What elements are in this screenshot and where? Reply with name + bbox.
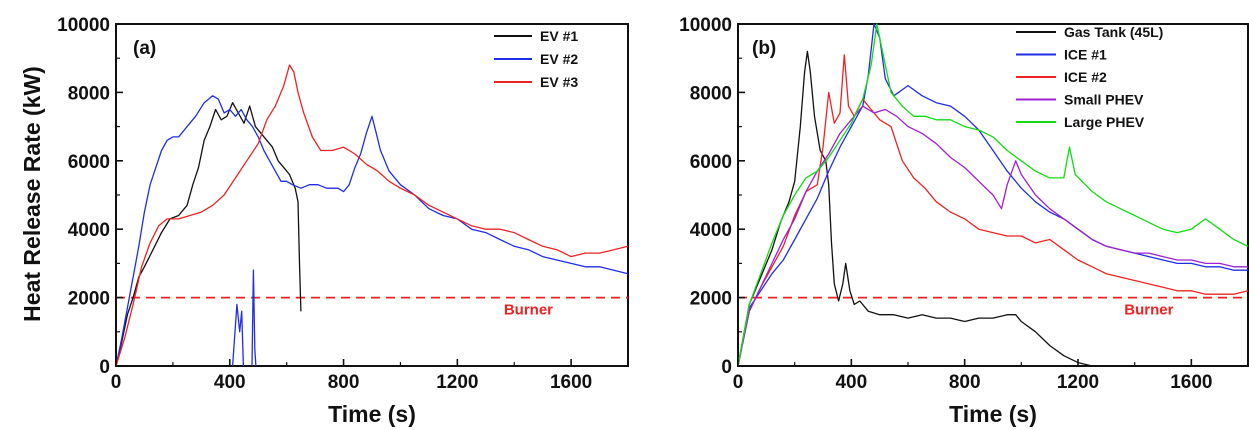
x-axis-title: Time (s) xyxy=(328,401,416,427)
y-tick-label: 10000 xyxy=(57,15,110,36)
x-tick-label: 1200 xyxy=(1057,372,1099,393)
y-tick-label: 4000 xyxy=(690,220,732,241)
legend-label: Gas Tank (45L) xyxy=(1064,24,1163,40)
y-tick-label: 6000 xyxy=(690,152,732,173)
legend-label: EV #3 xyxy=(540,74,578,90)
x-tick-label: 1200 xyxy=(436,372,478,393)
burner-annotation: Burner xyxy=(504,302,553,319)
y-tick-label: 8000 xyxy=(68,83,110,104)
legend-label: Small PHEV xyxy=(1064,92,1144,108)
chart-panel-b: 0 400 800 1200 1600 0 2000 4000 6000 8000 10000 Tim… xyxy=(679,15,1248,427)
series-spike-segment xyxy=(252,270,256,366)
y-axis-title: Heat Release Rate (kW) xyxy=(19,66,45,322)
panel-label: (a) xyxy=(133,38,156,59)
y-tick-label: 2000 xyxy=(690,289,732,310)
x-tick-label: 400 xyxy=(835,372,867,393)
series-line-ev-2 xyxy=(116,96,628,366)
legend-label: EV #1 xyxy=(540,28,578,44)
y-tick-label: 8000 xyxy=(690,83,732,104)
x-tick-label: 800 xyxy=(949,372,981,393)
x-axis-title: Time (s) xyxy=(949,401,1037,427)
legend-label: ICE #1 xyxy=(1064,47,1107,63)
series-spike-segment xyxy=(233,304,244,366)
legend-label: ICE #2 xyxy=(1064,69,1107,85)
y-tick-label: 6000 xyxy=(68,152,110,173)
x-tick-label: 1600 xyxy=(1170,372,1212,393)
legend-label: Large PHEV xyxy=(1064,114,1145,130)
y-tick-label: 0 xyxy=(99,357,110,378)
series-line-ev-3 xyxy=(116,65,628,366)
panel-label: (b) xyxy=(752,38,776,59)
y-tick-label: 2000 xyxy=(68,289,110,310)
legend-label: EV #2 xyxy=(540,51,578,67)
y-tick-label: 0 xyxy=(721,357,732,378)
x-tick-label: 400 xyxy=(214,372,246,393)
series-line-ev-1 xyxy=(116,103,301,366)
burner-annotation: Burner xyxy=(1124,302,1173,319)
chart-panel-a: 0 400 800 1200 1600 0 2000 4000 6000 8000 10000 Tim… xyxy=(57,15,628,427)
y-tick-label: 4000 xyxy=(68,220,110,241)
x-tick-label: 0 xyxy=(111,372,122,393)
series-line-small-phev xyxy=(738,106,1248,366)
series-line-ice-2 xyxy=(738,55,1248,366)
legend: Gas Tank (45L) ICE #1 ICE #2 Small PHEV Larg… xyxy=(1016,24,1163,130)
x-tick-label: 1600 xyxy=(550,372,592,393)
series-line-gas-tank-45l- xyxy=(738,51,1248,366)
y-tick-label: 10000 xyxy=(679,15,732,36)
legend: EV #1 EV #2 EV #3 xyxy=(494,28,578,90)
x-tick-label: 0 xyxy=(733,372,744,393)
x-tick-label: 800 xyxy=(328,372,360,393)
